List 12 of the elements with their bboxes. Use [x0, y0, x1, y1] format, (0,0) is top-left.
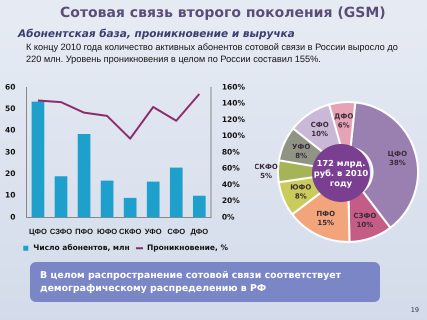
bar [170, 168, 183, 218]
bar [124, 198, 136, 218]
chart-subtitle: Абонентская база, проникновение и выручка [18, 28, 295, 40]
text: К концу 2010 года количество активных абонентов сотовой связи в России выросло до 220 млн. Уровень проникновения в целом по России составил 155%. [26, 41, 399, 65]
bar [78, 134, 90, 218]
bar [146, 182, 160, 218]
bar [100, 180, 114, 218]
chart-title: Сотовая связь второго поколения (GSM) [60, 5, 386, 21]
bar [192, 196, 206, 218]
text: В целом распространение сотовой связи соответствует демографическому распределению в РФ [30, 262, 380, 302]
bar [54, 176, 68, 218]
bar [32, 102, 44, 218]
